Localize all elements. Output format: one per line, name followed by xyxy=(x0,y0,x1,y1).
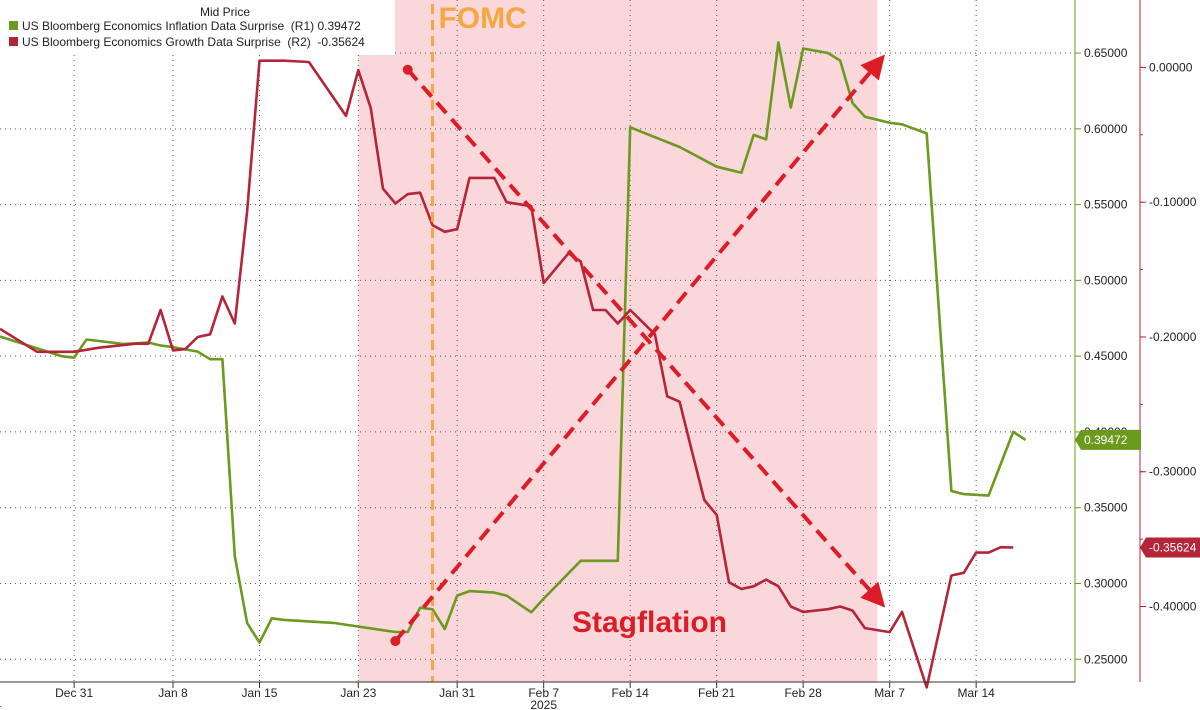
x-year-label: 2024 xyxy=(0,698,1,710)
stagflation-label: Stagflation xyxy=(572,606,727,639)
shaded-region xyxy=(358,0,878,683)
y1-tick-label: 0.45000 xyxy=(1084,349,1128,363)
y1-tick-label: 0.65000 xyxy=(1084,46,1128,60)
annotation-layer: FOMC Stagflation xyxy=(390,2,886,682)
legend-box xyxy=(0,0,395,55)
arrow-up-start-dot xyxy=(390,636,401,647)
grid-layer xyxy=(0,0,1075,682)
shade-layer xyxy=(358,0,878,683)
inflation-value-badge-text: 0.39472 xyxy=(1084,433,1128,447)
arrow-up xyxy=(393,54,885,643)
legend-label-inflation: US Bloomberg Economics Inflation Data Su… xyxy=(22,19,361,33)
legend-swatch-growth xyxy=(9,37,18,46)
legend-swatch-inflation xyxy=(9,21,18,30)
x-tick-label: Jan 23 xyxy=(340,686,376,700)
series-line-inflation xyxy=(0,41,1027,644)
x-tick-label: Jan 15 xyxy=(241,686,277,700)
arrow-down xyxy=(406,68,886,608)
x-tick-label: Jan 31 xyxy=(439,686,475,700)
x-tick-label: Feb 21 xyxy=(698,686,736,700)
legend-label-growth: US Bloomberg Economics Growth Data Surpr… xyxy=(22,35,365,49)
legend-layer: Mid Price US Bloomberg Economics Inflati… xyxy=(0,0,395,55)
x-year-label: 2025 xyxy=(530,698,557,710)
x-tick-label: Mar 14 xyxy=(957,686,995,700)
x-tick-label: Dec 31 xyxy=(55,686,93,700)
arrow-down-start-dot xyxy=(402,64,413,75)
y1-tick-label: 0.60000 xyxy=(1084,122,1128,136)
y1-tick-label: 0.35000 xyxy=(1084,501,1128,515)
y2-tick-label: -0.20000 xyxy=(1149,330,1197,344)
growth-value-badge-text: -0.35624 xyxy=(1149,541,1197,555)
y1-tick-label: 0.50000 xyxy=(1084,273,1128,287)
inflation-value-badge xyxy=(1075,429,1141,450)
y1-tick-label: 0.25000 xyxy=(1084,652,1128,666)
legend-header: Mid Price xyxy=(200,5,250,19)
x-tick-label: Feb 7 xyxy=(528,686,559,700)
y1-tick-label: 0.55000 xyxy=(1084,198,1128,212)
series-layer xyxy=(0,41,1027,689)
y2-tick-label: -0.10000 xyxy=(1149,195,1197,209)
x-tick-label: Jan 8 xyxy=(158,686,188,700)
fomc-label: FOMC xyxy=(438,2,526,35)
x-tick-label: Mar 7 xyxy=(874,686,905,700)
y1-tick-label: 0.30000 xyxy=(1084,576,1128,590)
x-tick-label: Feb 28 xyxy=(784,686,822,700)
x-tick-label: Feb 14 xyxy=(611,686,649,700)
y2-tick-label: -0.30000 xyxy=(1149,465,1197,479)
growth-value-badge xyxy=(1140,537,1200,558)
y2-tick-label: 0.00000 xyxy=(1149,60,1193,74)
series-line-growth xyxy=(0,59,1014,689)
y2-tick-label: -0.40000 xyxy=(1149,600,1197,614)
